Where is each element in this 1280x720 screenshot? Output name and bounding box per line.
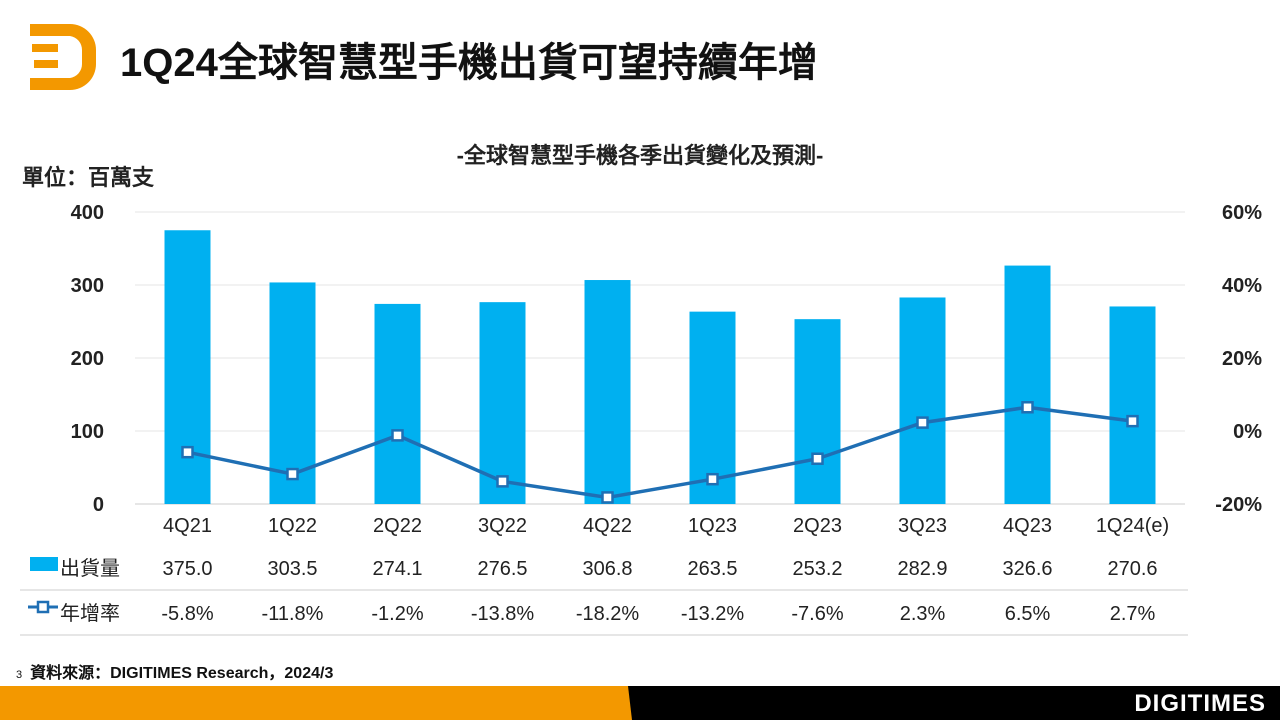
bar-value-label: 282.9	[897, 558, 947, 580]
yoy-point	[391, 429, 404, 442]
x-tick-label: 4Q23	[1003, 515, 1052, 537]
x-tick-label: 4Q22	[583, 515, 632, 537]
legend-bar-label: 出貨量	[60, 557, 120, 580]
page-title: 1Q24全球智慧型手機出貨可望持續年增	[120, 41, 818, 85]
yoy-point	[1021, 401, 1034, 414]
x-tick-label: 4Q21	[163, 515, 212, 537]
bar-value-label: 303.5	[267, 558, 317, 580]
y2-tick-label: -20%	[1215, 494, 1262, 516]
yoy-point	[1126, 414, 1139, 428]
yoy-value-label: -13.8%	[471, 603, 535, 625]
yoy-value-label: -1.2%	[371, 603, 423, 625]
yoy-value-label: 2.7%	[1110, 603, 1156, 625]
yoy-value-label: 6.5%	[1005, 603, 1051, 625]
y-tick-label: 100	[71, 421, 104, 443]
bar-value-label: 375.0	[162, 558, 212, 580]
yoy-point	[496, 475, 509, 488]
x-tick-label: 3Q23	[898, 515, 947, 537]
footer-bar	[0, 686, 1280, 720]
y2-tick-label: 60%	[1222, 202, 1262, 224]
bar	[1109, 306, 1156, 504]
bar-value-label: 326.6	[1002, 558, 1052, 580]
brand-logo: DIGITIMES	[1134, 690, 1266, 717]
bar	[794, 319, 841, 504]
bar-value-label: 253.2	[792, 558, 842, 580]
bar-value-label: 263.5	[687, 558, 737, 580]
yoy-point	[601, 491, 614, 504]
bar	[584, 280, 631, 504]
bar	[689, 311, 736, 504]
x-tick-label: 1Q23	[688, 515, 737, 537]
logo-icon	[30, 24, 96, 90]
chart: 0 100 200 300 400 -20% 0% 20% 40% 60% 4Q21 1Q22 2Q22…	[20, 202, 1262, 636]
chart-title: -全球智慧型手機各季出貨變化及預測-	[456, 143, 824, 168]
y2-tick-label: 20%	[1222, 348, 1262, 370]
bar	[899, 297, 946, 504]
bar-value-label: 274.1	[372, 558, 422, 580]
y-axis-unit: 單位：百萬支	[22, 165, 155, 190]
source-note: 3 資料來源：DIGITIMES Research，2024/3	[16, 665, 334, 682]
yoy-value-label: -18.2%	[576, 603, 640, 625]
yoy-point	[706, 472, 719, 486]
yoy-point	[811, 452, 824, 465]
legend-bar-icon	[30, 557, 58, 571]
x-tick-label: 2Q22	[373, 515, 422, 537]
yoy-point	[286, 467, 299, 481]
yoy-point	[916, 416, 929, 429]
y-tick-label: 300	[71, 275, 104, 297]
yoy-line	[187, 405, 1133, 500]
bar-value-label: 306.8	[582, 558, 632, 580]
y2-tick-label: 0%	[1233, 421, 1262, 443]
bar-value-label: 270.6	[1107, 558, 1157, 580]
yoy-value-label: -5.8%	[161, 603, 213, 625]
bar	[164, 230, 211, 504]
y2-tick-label: 40%	[1222, 275, 1262, 297]
yoy-value-label: -7.6%	[791, 603, 843, 625]
yoy-value-label: -11.8%	[262, 603, 324, 625]
y-tick-label: 200	[71, 348, 104, 370]
legend-line-marker	[36, 600, 50, 614]
bar	[479, 302, 526, 504]
yoy-value-label: 2.3%	[900, 603, 946, 625]
legend-line-label: 年增率	[60, 602, 120, 625]
bar	[374, 303, 421, 504]
x-tick-label: 3Q22	[478, 515, 527, 537]
bar	[1004, 265, 1051, 504]
yoy-point	[181, 445, 194, 459]
y-tick-label: 400	[71, 202, 104, 224]
bar-value-label: 276.5	[477, 558, 527, 580]
x-tick-label: 1Q24(e)	[1096, 515, 1169, 537]
yoy-value-label: -13.2%	[681, 603, 745, 625]
x-tick-label: 2Q23	[793, 515, 842, 537]
y-tick-label: 0	[93, 494, 104, 516]
x-tick-label: 1Q22	[268, 515, 317, 537]
